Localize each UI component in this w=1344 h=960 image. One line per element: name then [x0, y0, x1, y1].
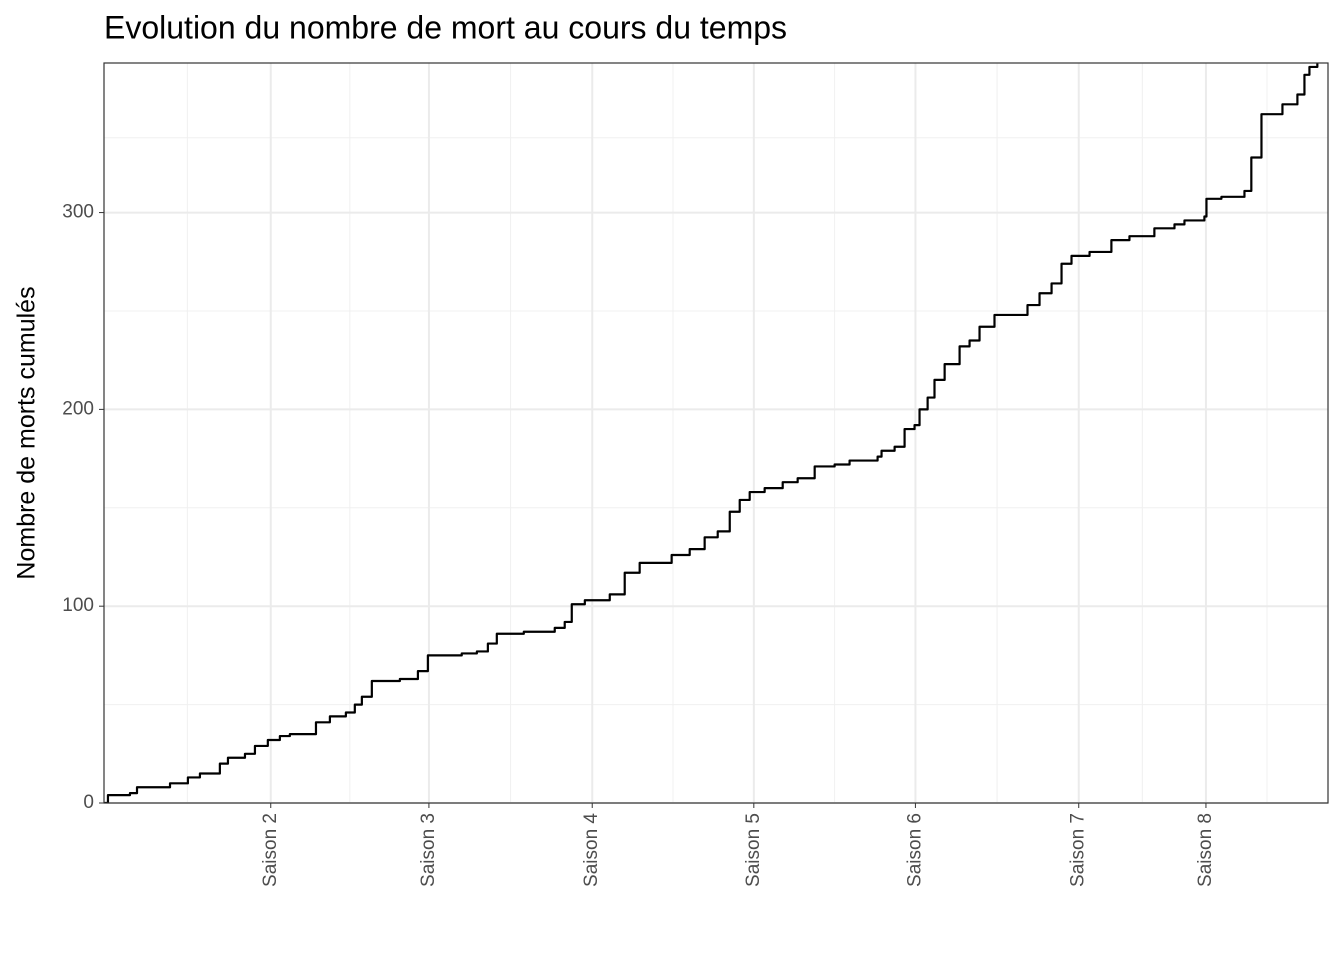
y-tick-label: 200: [62, 398, 94, 419]
x-tick-label: Saison 3: [418, 813, 439, 887]
x-tick-label: Saison 4: [581, 813, 602, 887]
step-line: [104, 63, 1319, 803]
x-tick-label: Saison 6: [904, 813, 925, 887]
plot-border: [103, 62, 1329, 804]
x-tick-label: Saison 8: [1195, 813, 1216, 887]
plot-area: [104, 63, 1319, 803]
y-tick-label: 300: [62, 202, 94, 223]
y-axis-label: Nombre de morts cumulés: [13, 286, 41, 579]
x-tick-label: Saison 7: [1068, 813, 1089, 887]
y-tick-label: 0: [83, 792, 94, 813]
y-tick-label: 100: [62, 595, 94, 616]
grid: [104, 63, 1328, 804]
x-tick-label: Saison 5: [743, 813, 764, 887]
x-tick-label: Saison 2: [260, 813, 281, 887]
chart-title: Evolution du nombre de mort au cours du …: [104, 9, 787, 45]
